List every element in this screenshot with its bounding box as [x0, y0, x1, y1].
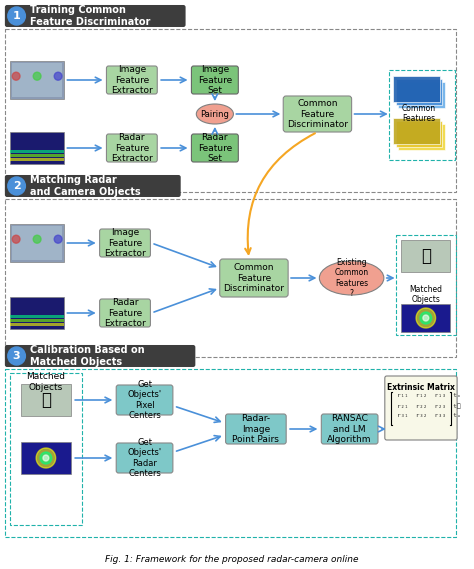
Bar	[10, 373, 82, 525]
FancyBboxPatch shape	[5, 175, 181, 197]
FancyBboxPatch shape	[10, 315, 64, 318]
FancyBboxPatch shape	[191, 66, 238, 94]
Bar	[389, 70, 455, 160]
FancyBboxPatch shape	[100, 229, 150, 257]
Text: r₃₁  r₃₂  r₃₃  tᵤ: r₃₁ r₃₂ r₃₃ tᵤ	[397, 413, 460, 418]
Circle shape	[36, 448, 55, 468]
Text: 🚗: 🚗	[41, 391, 51, 409]
Text: r₂₁  r₂₂  r₂₃  tᵧ: r₂₁ r₂₂ r₂₃ tᵧ	[397, 403, 460, 409]
FancyBboxPatch shape	[226, 414, 286, 444]
FancyBboxPatch shape	[401, 240, 450, 272]
FancyBboxPatch shape	[220, 259, 288, 297]
Text: Matched
Objects: Matched Objects	[410, 285, 442, 304]
FancyBboxPatch shape	[10, 150, 64, 152]
Circle shape	[8, 177, 26, 195]
Text: Training Common
Feature Discriminator: Training Common Feature Discriminator	[30, 5, 151, 27]
Bar	[5, 369, 456, 537]
Circle shape	[12, 235, 20, 243]
Text: Radar-
Image
Point Pairs: Radar- Image Point Pairs	[232, 414, 279, 444]
Bar	[5, 29, 456, 192]
FancyBboxPatch shape	[401, 304, 450, 332]
Circle shape	[43, 455, 49, 461]
FancyBboxPatch shape	[283, 96, 352, 132]
FancyBboxPatch shape	[10, 297, 64, 329]
Text: Get
Objects'
Radar
Centers: Get Objects' Radar Centers	[128, 438, 162, 478]
Circle shape	[8, 7, 26, 25]
FancyBboxPatch shape	[10, 154, 64, 156]
Text: 1: 1	[13, 11, 20, 21]
Circle shape	[33, 72, 41, 80]
Circle shape	[54, 72, 62, 80]
Text: RANSAC
and LM
Algorithm: RANSAC and LM Algorithm	[328, 414, 372, 444]
Circle shape	[40, 452, 52, 464]
FancyBboxPatch shape	[10, 132, 64, 164]
FancyBboxPatch shape	[5, 345, 195, 367]
Text: Pairing: Pairing	[201, 109, 229, 118]
Text: Image
Feature
Extractor: Image Feature Extractor	[111, 65, 153, 95]
Text: Radar
Feature
Extractor: Radar Feature Extractor	[111, 133, 153, 163]
FancyBboxPatch shape	[399, 124, 446, 150]
Circle shape	[8, 347, 26, 365]
Ellipse shape	[319, 261, 384, 295]
FancyBboxPatch shape	[10, 224, 64, 262]
Circle shape	[423, 315, 429, 321]
Text: Matched
Objects: Matched Objects	[27, 372, 65, 391]
Text: Radar
Feature
Set: Radar Feature Set	[198, 133, 232, 163]
Text: r₁₁  r₁₂  r₁₃  tₓ: r₁₁ r₁₂ r₁₃ tₓ	[397, 393, 460, 398]
FancyBboxPatch shape	[396, 121, 442, 147]
Text: Matching Radar
and Camera Objects: Matching Radar and Camera Objects	[30, 175, 141, 197]
FancyBboxPatch shape	[12, 63, 62, 97]
Text: Common
Feature
Discriminator: Common Feature Discriminator	[223, 263, 284, 293]
Circle shape	[54, 235, 62, 243]
Text: 🚗: 🚗	[421, 247, 431, 265]
FancyBboxPatch shape	[10, 319, 64, 321]
Text: Get
Objects'
Pixel
Centers: Get Objects' Pixel Centers	[128, 380, 162, 420]
Circle shape	[12, 72, 20, 80]
FancyBboxPatch shape	[5, 5, 186, 27]
Bar	[5, 199, 456, 357]
FancyBboxPatch shape	[399, 82, 446, 108]
Circle shape	[420, 312, 432, 324]
Text: Image
Feature
Set: Image Feature Set	[198, 65, 232, 95]
FancyBboxPatch shape	[10, 158, 64, 160]
FancyBboxPatch shape	[100, 299, 150, 327]
FancyBboxPatch shape	[10, 323, 64, 325]
Circle shape	[416, 308, 436, 328]
FancyBboxPatch shape	[107, 66, 157, 94]
Text: Image
Feature
Extractor: Image Feature Extractor	[104, 228, 146, 258]
Text: Common
Features: Common Features	[402, 104, 436, 123]
FancyBboxPatch shape	[116, 385, 173, 415]
FancyBboxPatch shape	[396, 79, 442, 105]
FancyBboxPatch shape	[321, 414, 378, 444]
Ellipse shape	[196, 104, 233, 124]
FancyBboxPatch shape	[12, 226, 62, 260]
FancyBboxPatch shape	[10, 61, 64, 99]
Text: 2: 2	[13, 181, 20, 191]
FancyBboxPatch shape	[107, 134, 157, 162]
Text: Extrinsic Matrix: Extrinsic Matrix	[387, 383, 455, 392]
Text: Common
Feature
Discriminator: Common Feature Discriminator	[287, 99, 348, 129]
FancyBboxPatch shape	[20, 384, 71, 416]
FancyBboxPatch shape	[20, 442, 71, 474]
FancyBboxPatch shape	[392, 118, 439, 144]
Text: Existing
Common
Features
?: Existing Common Features ?	[335, 258, 369, 298]
FancyBboxPatch shape	[385, 376, 457, 440]
FancyBboxPatch shape	[191, 134, 238, 162]
Circle shape	[33, 235, 41, 243]
Text: 3: 3	[13, 351, 20, 361]
Bar	[396, 235, 456, 335]
Text: Calibration Based on
Matched Objects: Calibration Based on Matched Objects	[30, 345, 145, 367]
FancyBboxPatch shape	[116, 443, 173, 473]
Text: Radar
Feature
Extractor: Radar Feature Extractor	[104, 298, 146, 328]
FancyBboxPatch shape	[392, 76, 439, 102]
Text: Fig. 1: Framework for the proposed radar-camera online: Fig. 1: Framework for the proposed radar…	[105, 555, 358, 564]
